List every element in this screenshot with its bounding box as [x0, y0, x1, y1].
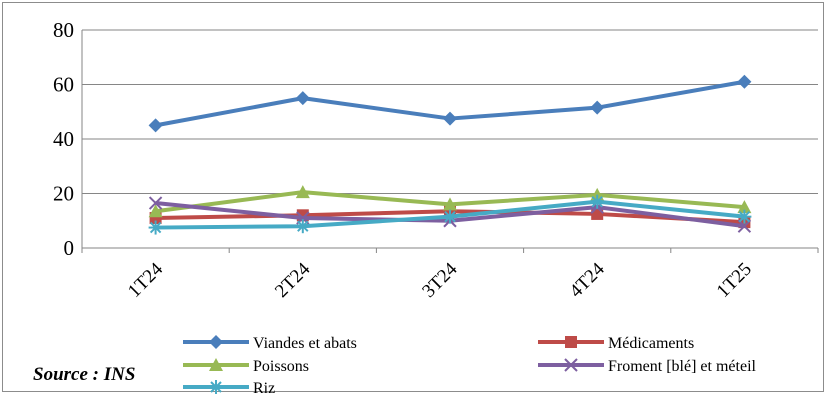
- y-axis-ticks: 0 20 40 60 80: [53, 18, 74, 260]
- y-tick-label: 40: [53, 127, 74, 151]
- legend-label: Poissons: [253, 358, 309, 375]
- data-point: [148, 204, 163, 218]
- data-point: [295, 185, 310, 199]
- data-point: [590, 194, 605, 209]
- legend-item: Viandes et abats: [183, 335, 357, 352]
- data-point: [209, 380, 223, 394]
- data-point: [737, 219, 752, 233]
- x-axis-ticks: 1T24 2T24 3T24 4T24 1T25: [124, 258, 756, 302]
- series-lines: [148, 74, 752, 235]
- y-tick-label: 80: [53, 18, 74, 42]
- y-tick-label: 0: [64, 236, 75, 260]
- data-point: [295, 91, 310, 106]
- data-point: [737, 200, 752, 214]
- data-point: [148, 220, 163, 235]
- data-point: [564, 358, 578, 372]
- data-point: [443, 197, 457, 211]
- legend-item: Poissons: [183, 358, 309, 375]
- legend-label: Médicaments: [608, 335, 694, 352]
- x-tick-label: 2T24: [271, 258, 315, 302]
- data-point: [148, 196, 163, 210]
- data-point: [209, 335, 223, 349]
- legend-item: Froment [blé] et méteil: [538, 358, 757, 375]
- data-point: [590, 100, 605, 115]
- data-point: [443, 111, 457, 126]
- series-0: [148, 74, 752, 133]
- legend-label: Viandes et abats: [253, 335, 357, 352]
- data-point: [737, 74, 752, 89]
- data-point: [443, 209, 457, 224]
- series-2: [148, 185, 752, 218]
- data-point: [209, 358, 223, 371]
- series-4: [148, 194, 752, 235]
- data-point: [565, 336, 577, 348]
- legend-label: Froment [blé] et méteil: [608, 358, 757, 375]
- source-note: Source : INS: [33, 364, 136, 385]
- data-point: [295, 219, 310, 234]
- y-tick-label: 60: [53, 73, 74, 97]
- data-point: [737, 209, 752, 224]
- legend-label: Riz: [253, 380, 275, 394]
- y-tick-label: 20: [53, 182, 74, 206]
- x-tick-label: 1T24: [124, 258, 168, 302]
- data-point: [591, 207, 604, 220]
- legend-item: Médicaments: [538, 335, 694, 352]
- gridlines: [81, 29, 819, 253]
- legend-item: Riz: [183, 380, 275, 394]
- data-point: [148, 118, 163, 133]
- x-tick-label: 3T24: [418, 258, 462, 302]
- x-tick-label: 1T25: [713, 259, 756, 302]
- x-tick-label: 4T24: [566, 258, 610, 302]
- legend: Viandes et abats Médicaments Poissons Frome…: [183, 335, 757, 394]
